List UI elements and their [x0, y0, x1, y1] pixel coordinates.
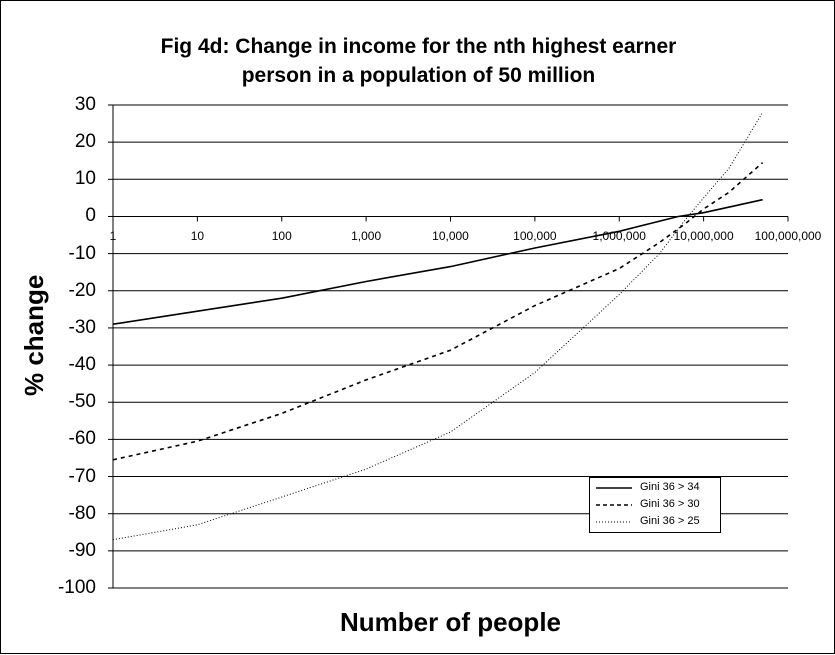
y-tick-label: 0: [85, 205, 96, 227]
chart-title-line-1: Fig 4d: Change in income for the nth hig…: [160, 35, 677, 58]
y-tick-label: -80: [68, 502, 96, 524]
series-line-dotted: [112, 112, 764, 541]
legend-swatch-dotted: [596, 521, 632, 523]
legend-swatch-solid: [596, 487, 632, 489]
legend: Gini 36 > 34 Gini 36 > 30 Gini 36 > 25: [589, 477, 721, 533]
x-tick-label: 10: [190, 229, 205, 244]
y-tick-label: -10: [68, 242, 96, 264]
y-tick-label: 20: [74, 131, 96, 153]
legend-label: Gini 36 > 25: [640, 515, 700, 527]
y-tick-label: -90: [68, 539, 96, 561]
legend-label: Gini 36 > 34: [640, 481, 700, 493]
y-tick-label: -70: [68, 465, 96, 487]
y-tick-label: -30: [68, 316, 96, 338]
y-tick-label: -20: [68, 279, 96, 301]
x-tick-label: 1,000,000: [592, 229, 646, 244]
x-tick-label: 100,000,000: [754, 229, 822, 244]
y-tick-label: -60: [68, 428, 96, 450]
x-axis-label: Number of people: [339, 607, 561, 637]
legend-item-gini-36-25: Gini 36 > 25: [594, 514, 722, 530]
y-tick-label: 10: [74, 168, 96, 190]
y-tick-label: -100: [57, 577, 96, 598]
x-tick-label: 1: [109, 229, 117, 244]
x-tick-label: 10,000: [432, 229, 469, 244]
chart-title-line-2: person in a population of 50 million: [241, 64, 596, 87]
x-tick-label: 100: [271, 229, 292, 244]
x-tick-label: 10,000,000: [673, 229, 734, 244]
legend-item-gini-36-30: Gini 36 > 30: [594, 497, 722, 513]
y-tick-label: 30: [74, 94, 96, 115]
x-tick-label: 100,000: [513, 229, 557, 244]
series-line-dashed: [112, 162, 764, 461]
legend-label: Gini 36 > 30: [640, 498, 700, 510]
legend-item-gini-36-34: Gini 36 > 34: [594, 480, 722, 496]
y-tick-label: -50: [68, 391, 96, 413]
legend-swatch-dashed: [596, 504, 632, 506]
series-line-solid: [112, 198, 763, 325]
y-tick-label: -40: [68, 354, 96, 376]
x-tick-label: 1,000: [351, 229, 382, 244]
y-axis-label: % change: [19, 274, 49, 396]
